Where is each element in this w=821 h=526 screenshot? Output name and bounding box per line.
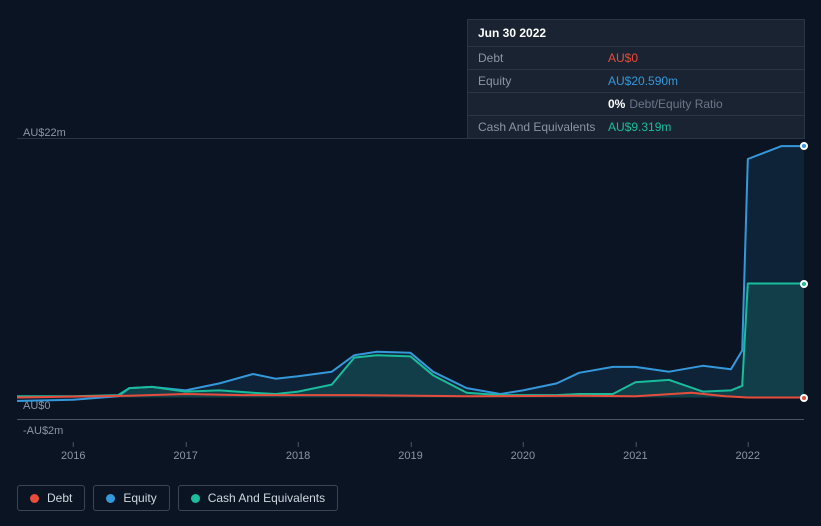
legend-item[interactable]: Cash And Equivalents xyxy=(178,485,338,511)
x-axis-label: 2021 xyxy=(623,450,647,462)
chart-marker xyxy=(800,142,808,150)
legend-dot-icon xyxy=(106,494,115,503)
chart-marker xyxy=(800,394,808,402)
chart-marker xyxy=(800,280,808,288)
legend-item[interactable]: Equity xyxy=(93,485,169,511)
tooltip-ratio-text: Debt/Equity Ratio xyxy=(629,97,722,111)
tooltip-value: AU$0 xyxy=(608,51,638,65)
legend-item[interactable]: Debt xyxy=(17,485,85,511)
chart-tooltip: Jun 30 2022 DebtAU$0EquityAU$20.590m0%De… xyxy=(467,19,805,139)
tooltip-row: 0% Debt/Equity Ratio xyxy=(468,92,804,115)
chart-area: AU$22mAU$0-AU$2m 20162017201820192020202… xyxy=(17,128,804,474)
tooltip-ratio-pct: 0% xyxy=(608,97,625,111)
x-axis-label: 2017 xyxy=(173,450,197,462)
y-axis-label: -AU$2m xyxy=(23,425,63,437)
chart-plot[interactable] xyxy=(17,138,804,420)
legend-dot-icon xyxy=(191,494,200,503)
x-axis: 2016 2017 2018 2019 2020 2021 2022 xyxy=(17,446,804,466)
legend-dot-icon xyxy=(30,494,39,503)
chart-legend: Debt Equity Cash And Equivalents xyxy=(17,485,338,511)
tooltip-label: Equity xyxy=(478,74,608,88)
legend-label: Debt xyxy=(47,491,72,505)
tooltip-label xyxy=(478,97,608,111)
x-axis-label: 2022 xyxy=(736,450,760,462)
x-axis-label: 2019 xyxy=(398,450,422,462)
x-axis-label: 2016 xyxy=(61,450,85,462)
tooltip-row: DebtAU$0 xyxy=(468,46,804,69)
tooltip-value: AU$20.590m xyxy=(608,74,678,88)
x-axis-label: 2018 xyxy=(286,450,310,462)
legend-label: Cash And Equivalents xyxy=(208,491,325,505)
legend-label: Equity xyxy=(123,491,156,505)
x-axis-label: 2020 xyxy=(511,450,535,462)
tooltip-label: Debt xyxy=(478,51,608,65)
tooltip-row: EquityAU$20.590m xyxy=(468,69,804,92)
tooltip-date: Jun 30 2022 xyxy=(468,20,804,46)
